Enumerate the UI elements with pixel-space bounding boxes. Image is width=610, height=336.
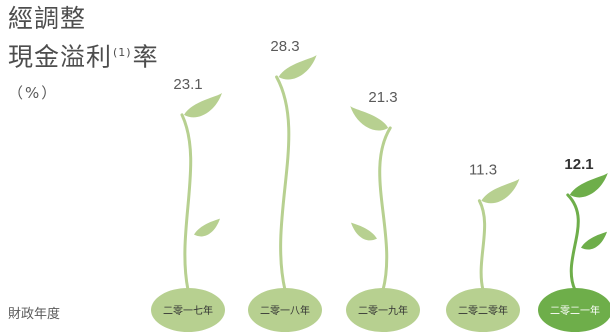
title-line-2-end: 率 (132, 42, 159, 72)
sprout-leaf (184, 92, 222, 118)
sprout-leaf (481, 178, 520, 204)
data-label: 23.1 (173, 76, 202, 93)
title-line-1: 經調整 (8, 4, 87, 33)
sprout-seed (446, 288, 520, 332)
title-line-2: 現金溢利(1)率 (8, 36, 159, 74)
data-label: 28.3 (270, 38, 299, 55)
x-tick-label: 二零一七年 (163, 304, 213, 317)
sprout-leaf (278, 55, 317, 80)
sprout-stem (275, 75, 291, 292)
chart-title: 經調整 現金溢利(1)率 (8, 2, 159, 74)
data-label: 11.3 (469, 162, 497, 179)
sprout-seed (248, 288, 322, 332)
unit-label: （%） (8, 84, 59, 102)
title-footnote-ref: (1) (113, 46, 132, 59)
x-axis-title: 財政年度 (8, 307, 61, 322)
sprout-side-leaf (194, 218, 220, 237)
data-label: 21.3 (368, 89, 397, 106)
x-tick-label: 二零一九年 (358, 304, 408, 317)
sprout-seed (151, 288, 225, 332)
sprout-seed (538, 288, 610, 332)
sprout-leaf (350, 105, 389, 131)
sprout-leaf (569, 172, 608, 198)
x-tick-label: 二零二一年 (550, 304, 600, 317)
x-tick-label: 二零一八年 (260, 304, 310, 317)
sprout-stem (566, 193, 580, 292)
sprout-side-leaf (351, 222, 377, 241)
sprout-stem (477, 199, 487, 292)
x-tick-label: 二零二零年 (458, 304, 508, 317)
title-line-2-main: 現金溢利 (8, 42, 113, 72)
data-label: 12.1 (564, 156, 593, 173)
sprout-stem (180, 113, 193, 292)
sprout-seed (346, 288, 420, 332)
sprout-stem (378, 126, 392, 292)
sprout-side-leaf (581, 231, 607, 250)
